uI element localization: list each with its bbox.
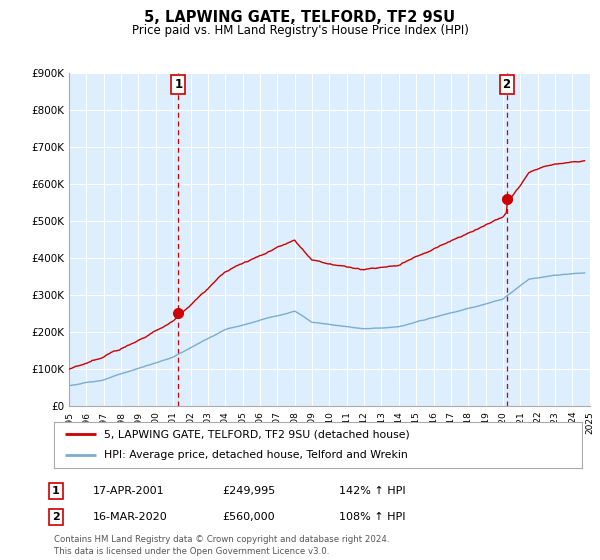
Text: 1: 1 <box>175 78 182 91</box>
Text: 16-MAR-2020: 16-MAR-2020 <box>93 512 168 522</box>
Text: 5, LAPWING GATE, TELFORD, TF2 9SU (detached house): 5, LAPWING GATE, TELFORD, TF2 9SU (detac… <box>104 429 410 439</box>
Text: Contains HM Land Registry data © Crown copyright and database right 2024.: Contains HM Land Registry data © Crown c… <box>54 535 389 544</box>
Text: 17-APR-2001: 17-APR-2001 <box>93 486 164 496</box>
Text: 1: 1 <box>52 486 59 496</box>
Text: This data is licensed under the Open Government Licence v3.0.: This data is licensed under the Open Gov… <box>54 547 329 556</box>
Text: 2: 2 <box>503 78 511 91</box>
Text: £249,995: £249,995 <box>222 486 275 496</box>
Text: 108% ↑ HPI: 108% ↑ HPI <box>339 512 406 522</box>
Text: 5, LAPWING GATE, TELFORD, TF2 9SU: 5, LAPWING GATE, TELFORD, TF2 9SU <box>145 10 455 25</box>
Text: £560,000: £560,000 <box>222 512 275 522</box>
Text: 142% ↑ HPI: 142% ↑ HPI <box>339 486 406 496</box>
Text: HPI: Average price, detached house, Telford and Wrekin: HPI: Average price, detached house, Telf… <box>104 450 408 460</box>
Text: 2: 2 <box>52 512 59 522</box>
Text: Price paid vs. HM Land Registry's House Price Index (HPI): Price paid vs. HM Land Registry's House … <box>131 24 469 36</box>
